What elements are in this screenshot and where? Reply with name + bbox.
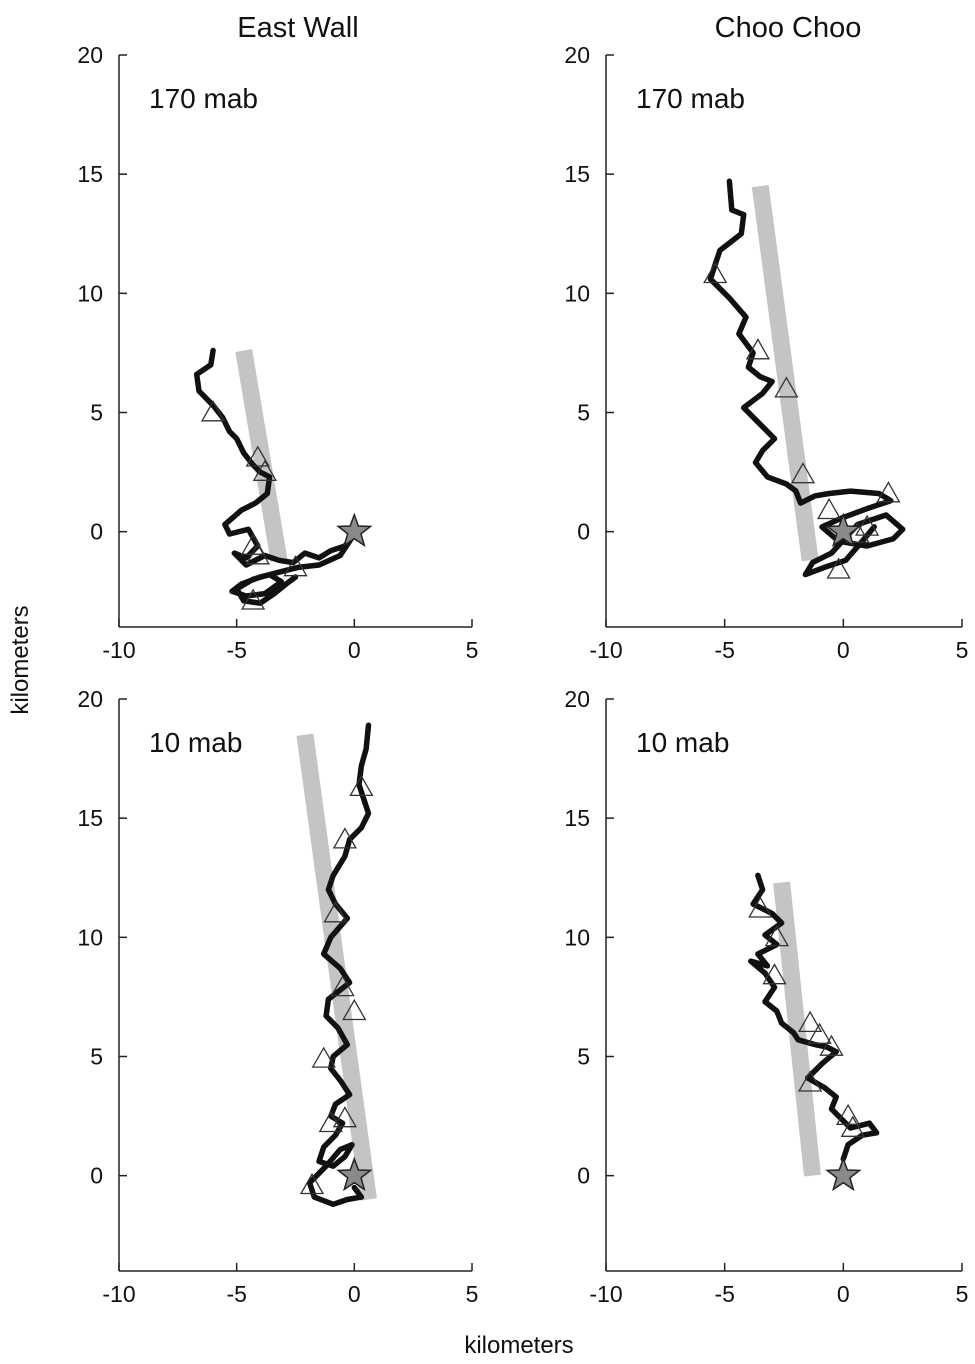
panel-label: 170 mab [149, 83, 258, 114]
y-tick-label: 20 [77, 686, 103, 712]
y-tick-label: 10 [564, 280, 590, 306]
column-title-choo-choo: Choo Choo [715, 12, 862, 44]
triangle-marker [797, 1010, 823, 1033]
x-tick-label: -5 [714, 637, 734, 663]
triangle-marker [764, 924, 790, 947]
star-marker [825, 1156, 862, 1192]
triangle-marker [349, 774, 374, 797]
y-tick-label: 5 [577, 1044, 590, 1070]
triangle-marker [342, 998, 367, 1021]
triangle-marker [807, 1022, 832, 1044]
y-tick-label: 0 [577, 1163, 590, 1189]
band [773, 881, 821, 1177]
y-tick-label: 20 [564, 686, 590, 712]
triangle-marker [299, 1172, 325, 1195]
triangle-marker [283, 555, 308, 577]
y-axis-label: kilometers [7, 605, 34, 714]
triangle-marker [748, 896, 773, 918]
star-marker [336, 1156, 373, 1192]
trajectory-line [306, 722, 372, 1208]
triangle-marker [332, 1106, 358, 1128]
triangle-marker [252, 459, 278, 481]
trajectory-line [193, 347, 358, 606]
column-title-east-wall: East Wall [237, 12, 358, 44]
triangle-marker [703, 261, 728, 284]
x-tick-label: -5 [714, 1281, 734, 1307]
plot-east-wall-170mab: -10 -5 0 5 0 5 10 15 20 170 mab [77, 42, 478, 663]
band [235, 349, 288, 562]
y-tick-label: 10 [77, 280, 103, 306]
x-tick-label: -10 [102, 637, 135, 663]
x-tick-label: -10 [589, 1281, 622, 1307]
panel-label: 170 mab [636, 83, 745, 114]
triangle-marker [876, 481, 901, 503]
y-tick-label: 5 [90, 1044, 103, 1070]
x-tick-label: 0 [348, 637, 361, 663]
triangle-marker [854, 514, 880, 536]
triangle-marker [819, 1034, 844, 1056]
x-tick-label: -10 [102, 1281, 135, 1307]
x-tick-label: 0 [348, 1281, 361, 1307]
plot-choo-choo-170mab: -10 -5 0 5 0 5 10 15 20 170 mab [564, 42, 968, 663]
triangle-marker [245, 445, 270, 467]
triangle-marker [797, 1070, 823, 1092]
triangle-marker [745, 338, 771, 360]
triangle-marker [826, 557, 851, 579]
plot-choo-choo-10mab: -10 -5 0 5 0 5 10 15 20 10 mab [564, 686, 968, 1307]
panel-label: 10 mab [636, 727, 729, 758]
panel-label: 10 mab [149, 727, 242, 758]
y-tick-label: 15 [77, 161, 103, 187]
x-tick-label: -5 [226, 637, 246, 663]
triangle-marker [840, 1115, 865, 1137]
plot-east-wall-10mab: -10 -5 0 5 0 5 10 15 20 10 mab [77, 686, 478, 1307]
x-tick-label: 5 [466, 1281, 479, 1307]
y-tick-label: 0 [577, 519, 590, 545]
triangle-marker [816, 497, 842, 520]
star-marker [336, 512, 373, 548]
triangle-marker [323, 901, 348, 923]
x-tick-label: 0 [837, 1281, 850, 1307]
trajectory-line [748, 872, 880, 1162]
band [751, 184, 819, 562]
x-tick-label: -10 [589, 637, 622, 663]
triangle-marker [240, 588, 266, 610]
triangle-marker [790, 462, 816, 484]
y-tick-label: 0 [90, 1163, 103, 1189]
triangle-marker [200, 400, 226, 422]
triangle-marker [762, 963, 787, 985]
triangle-marker [330, 975, 355, 997]
x-tick-label: -5 [226, 1281, 246, 1307]
triangle-marker [774, 376, 799, 398]
x-tick-label: 5 [956, 637, 969, 663]
triangle-marker [245, 543, 270, 565]
x-tick-label: 5 [956, 1281, 969, 1307]
star-marker [825, 512, 862, 548]
y-tick-label: 10 [77, 924, 103, 950]
y-tick-label: 15 [564, 161, 590, 187]
triangle-marker [311, 1046, 336, 1068]
y-tick-label: 20 [77, 42, 103, 68]
y-tick-label: 5 [90, 400, 103, 426]
x-tick-label: 5 [466, 637, 479, 663]
y-tick-label: 10 [564, 924, 590, 950]
x-axis-label: kilometers [464, 1332, 573, 1359]
x-tick-label: 0 [837, 637, 850, 663]
triangle-marker [332, 827, 358, 849]
y-tick-label: 20 [564, 42, 590, 68]
y-tick-label: 0 [90, 519, 103, 545]
y-tick-label: 5 [577, 400, 590, 426]
y-tick-label: 15 [77, 805, 103, 831]
y-tick-label: 15 [564, 805, 590, 831]
